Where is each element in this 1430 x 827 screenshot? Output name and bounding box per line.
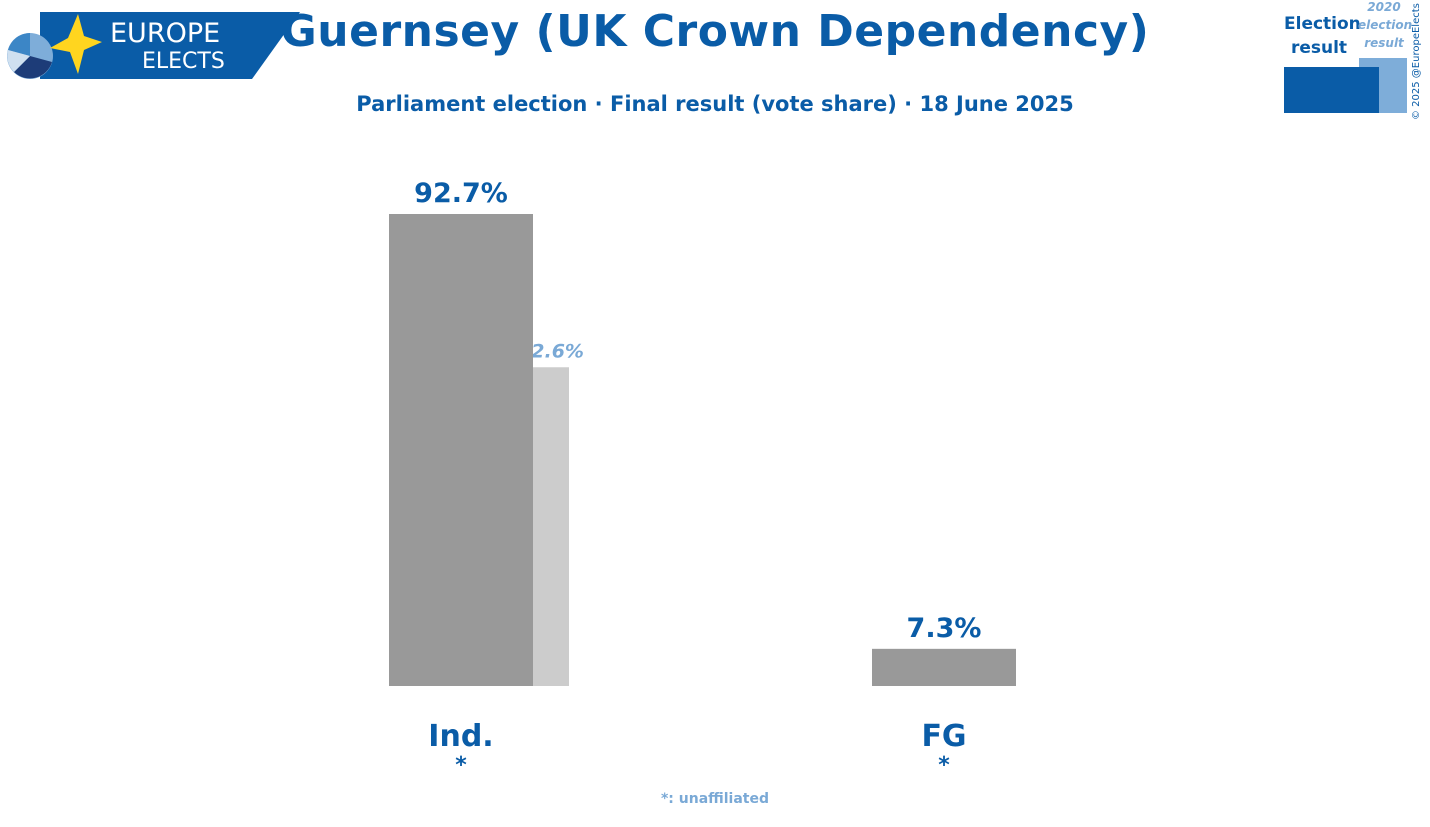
logo-banner <box>40 12 300 79</box>
legend-previous-label-line1: 2020 <box>1367 0 1401 14</box>
legend-previous-label-line3: result <box>1364 36 1404 50</box>
logo-text-elects: ELECTS <box>142 49 225 74</box>
legend-previous-label-line2: election <box>1358 18 1413 32</box>
logo-circle-segment-dark <box>14 56 52 79</box>
legend-current-swatch <box>1284 67 1379 113</box>
bar-current-1 <box>872 648 1016 686</box>
category-label-1: FG <box>921 719 966 754</box>
logo-circle-segment <box>8 33 30 56</box>
bar-current-0 <box>389 214 533 686</box>
page-title: Guernsey (UK Crown Dependency) <box>280 6 1150 57</box>
bar-previous-0 <box>533 367 569 686</box>
footnote: *: unaffiliated <box>660 791 770 807</box>
legend-previous-label: 2020 election result <box>1358 0 1413 52</box>
category-label-0: Ind. <box>428 719 493 754</box>
category-marker-0: * <box>455 753 467 778</box>
data-label-current-1: 7.3% <box>907 613 982 644</box>
data-label-current-0: 92.7% <box>414 178 508 209</box>
legend-current-label: Election result <box>1284 12 1361 60</box>
logo-text-europe: EUROPE <box>110 18 220 49</box>
legend: Election result 2020 election result <box>1280 0 1430 130</box>
europe-elects-logo: EUROPE ELECTS <box>7 12 300 79</box>
legend-current-label-line2: result <box>1290 38 1348 58</box>
legend-current-label-line1: Election <box>1284 14 1361 34</box>
logo-circle-segment-pale <box>7 50 30 72</box>
page-subtitle: Parliament election · Final result (vote… <box>356 92 1074 116</box>
star-icon <box>50 14 102 74</box>
data-label-previous-0: 62.6% <box>518 340 584 362</box>
category-marker-1: * <box>938 753 950 778</box>
